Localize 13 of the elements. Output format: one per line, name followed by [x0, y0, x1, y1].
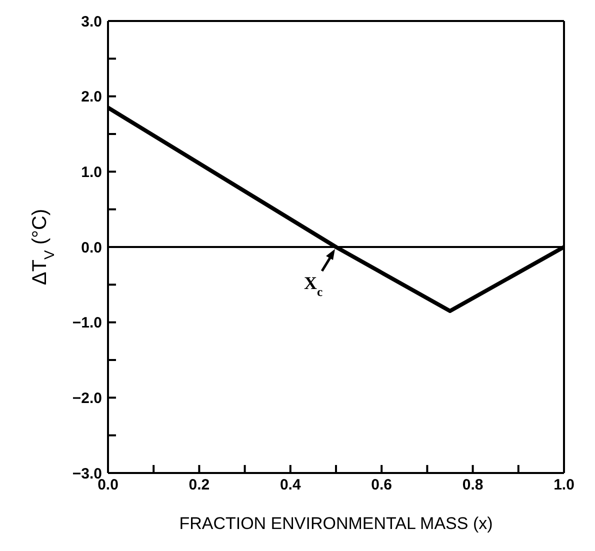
x-tick-label: 0.2	[188, 476, 210, 494]
y-tick-label: 3.0	[81, 13, 102, 30]
y-tick-label: 1.0	[81, 164, 102, 181]
annotation: X$_{c}$	[304, 273, 323, 299]
x-tick-label: 0.8	[462, 476, 484, 494]
x-tick-label: 1.0	[554, 476, 574, 494]
y-tick-label: −2.0	[72, 390, 102, 407]
y-tick-label: 2.0	[81, 88, 102, 106]
x-tick-label: 0.6	[371, 476, 392, 494]
y-tick-label: −1.0	[72, 314, 102, 332]
x-axis-title: FRACTION ENVIRONMENTAL MASS (x)	[179, 514, 493, 533]
x-tick-label: 0.4	[280, 476, 302, 494]
y-tick-label: 0.0	[81, 239, 102, 256]
